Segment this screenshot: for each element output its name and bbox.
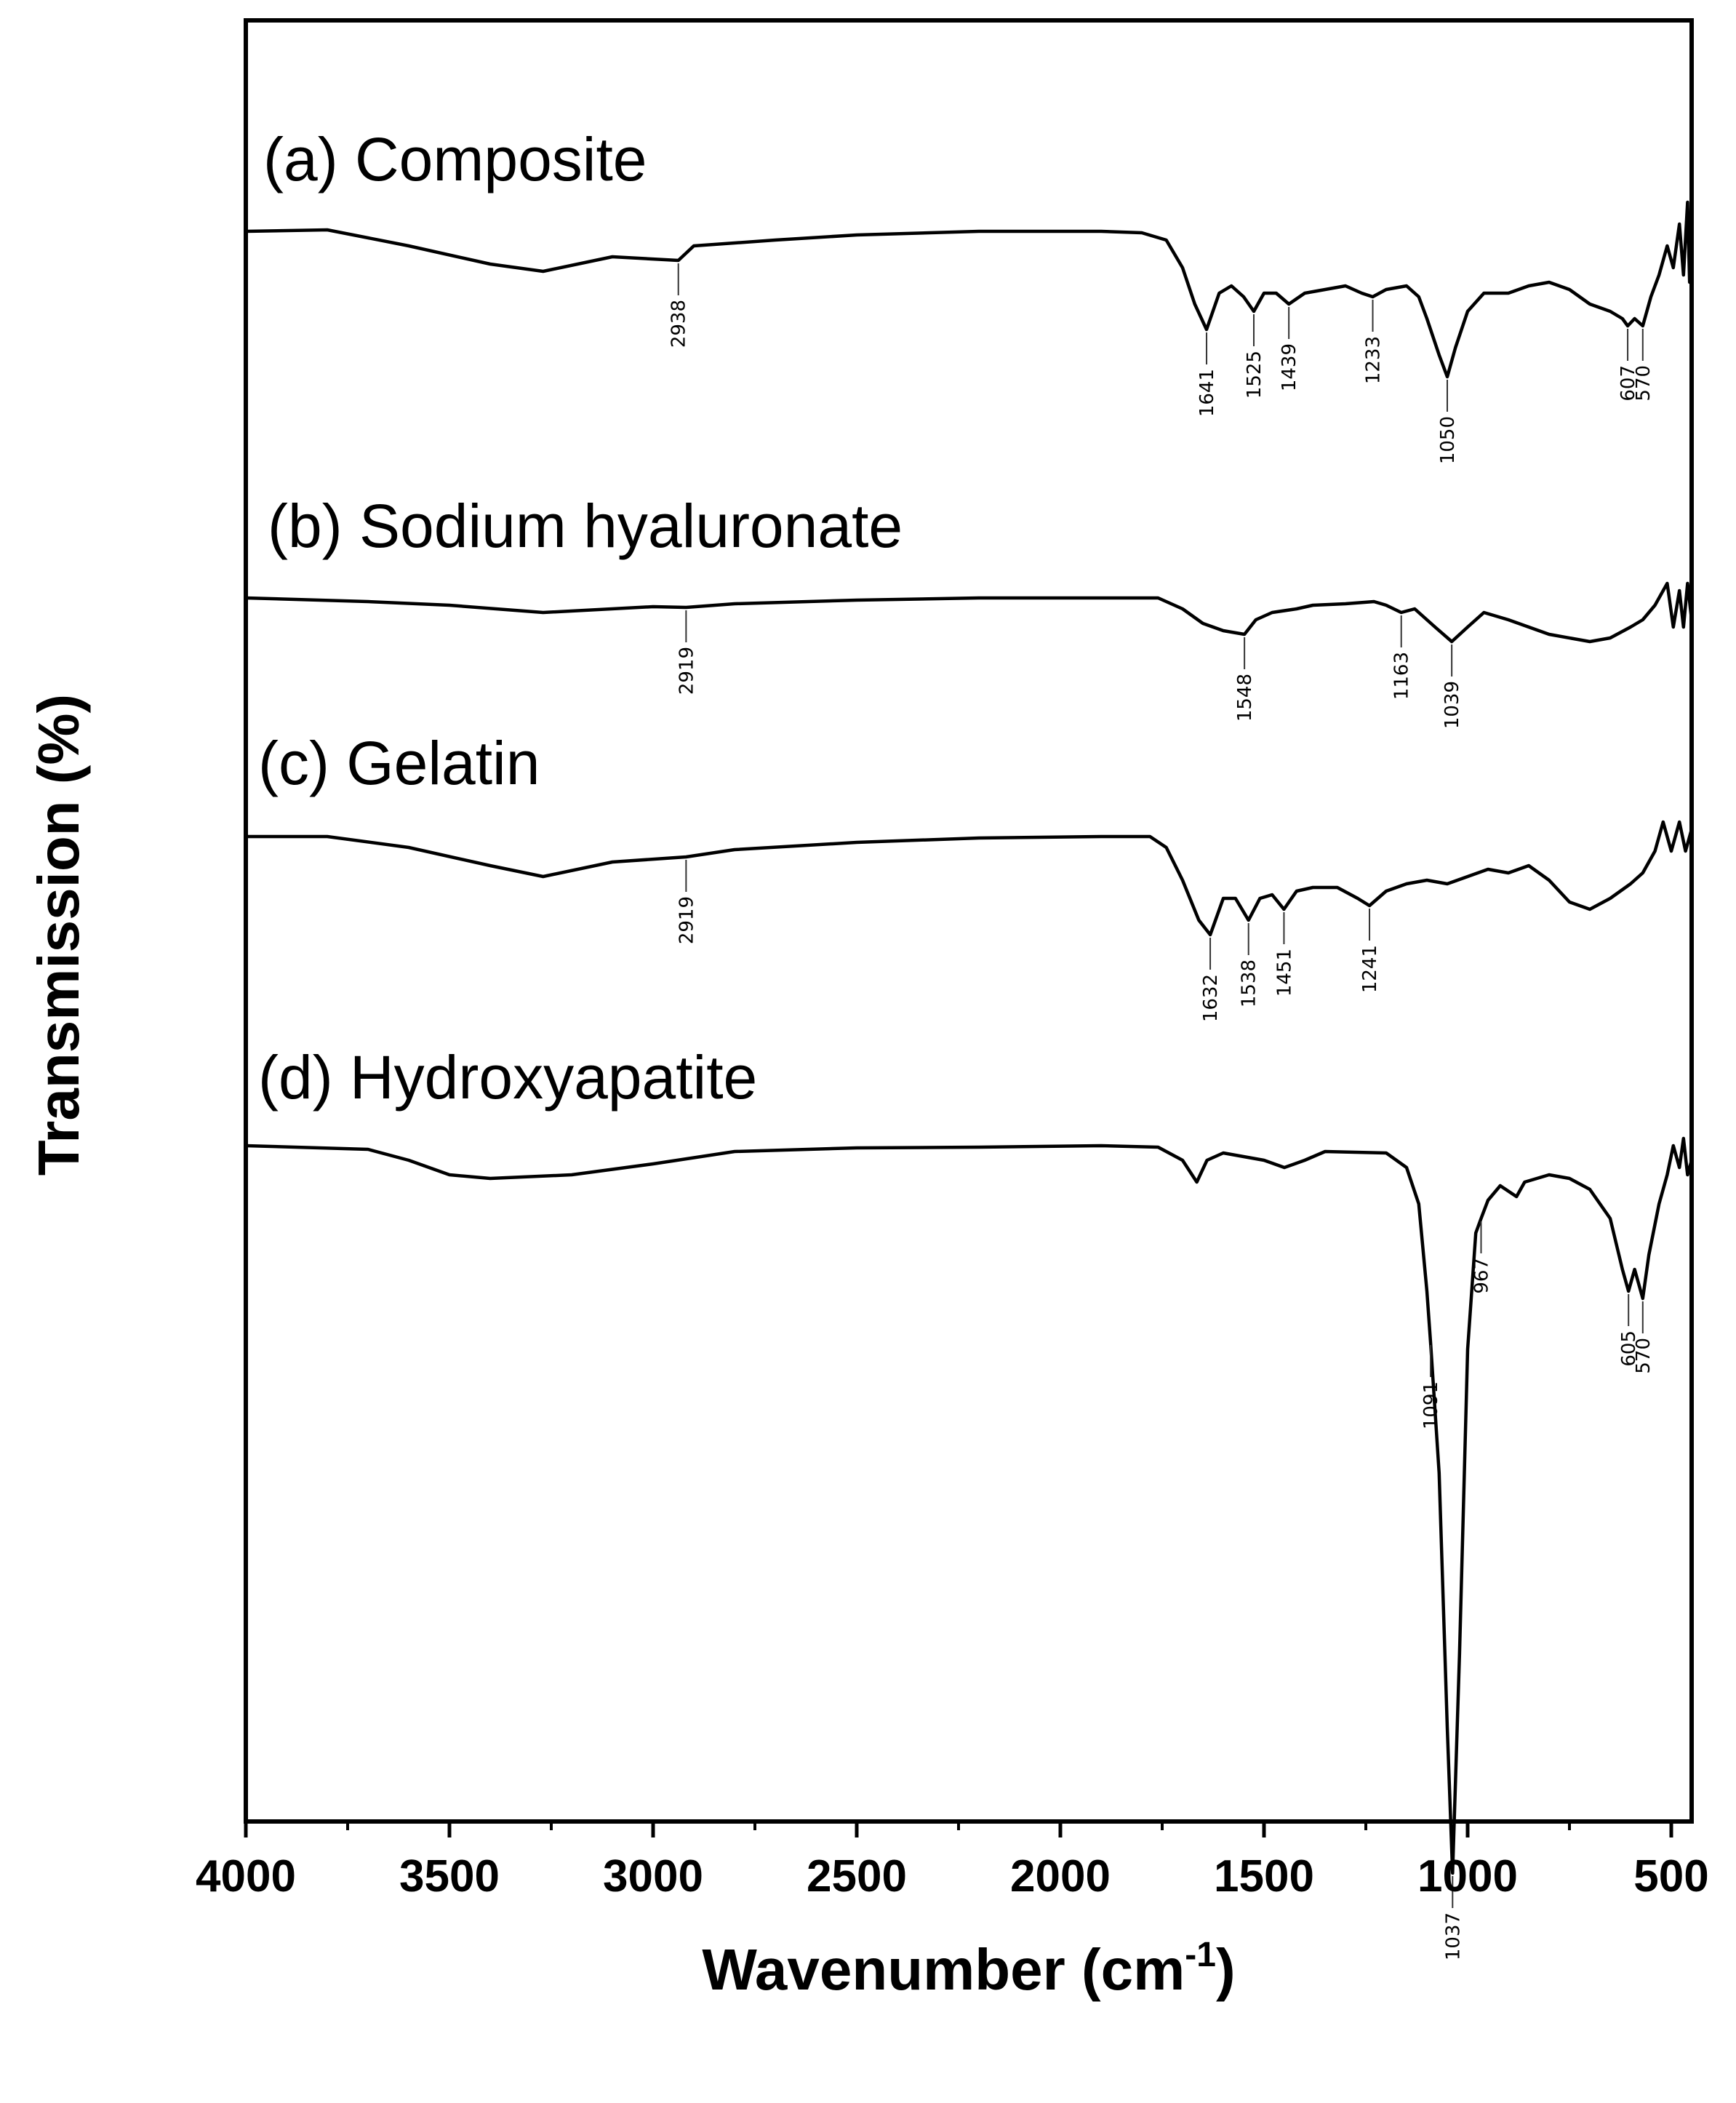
series-label-2: (b) Sodium hyaluronate (268, 492, 903, 560)
peak-label: 570 (1633, 1338, 1655, 1374)
peak-label: 1525 (1244, 351, 1265, 399)
peak-label: 570 (1633, 365, 1655, 402)
x-tick-label: 1500 (1214, 1851, 1314, 1902)
x-axis-title-main: Wavenumber (cm (702, 1937, 1185, 2002)
peak-label: 1091 (1420, 1381, 1442, 1429)
peak-label: 1538 (1239, 959, 1260, 1007)
series-trace-3 (246, 820, 1694, 937)
x-tick-label: 3000 (603, 1851, 703, 1902)
x-tick-label: 2000 (1010, 1851, 1111, 1902)
peak-label: 1163 (1391, 652, 1413, 700)
series-label-4: (d) Hydroxyapatite (258, 1043, 757, 1112)
x-axis: 4000 3500 3000 2500 2000 1500 1000 500 (196, 1821, 1709, 1902)
x-tick-label: 2500 (807, 1851, 907, 1902)
peak-label: 1439 (1279, 343, 1300, 391)
peak-label: 1632 (1200, 974, 1222, 1022)
peak-label: 1548 (1234, 674, 1256, 722)
peak-label: 1039 (1441, 681, 1463, 729)
x-tick-label: 1000 (1417, 1851, 1518, 1902)
series-label-1: (a) Composite (263, 125, 647, 193)
series-trace-2 (245, 581, 1694, 644)
y-axis-title: Transmission (%) (26, 694, 91, 1176)
x-tick-label: 3500 (399, 1851, 500, 1902)
x-tick-label: 500 (1633, 1851, 1708, 1902)
series-labels-layer: (a) Composite (b) Sodium hyaluronate (c) G… (258, 125, 903, 1112)
peak-label: 1233 (1363, 336, 1385, 384)
plot-frame (244, 18, 1694, 1824)
peak-label: 2938 (668, 300, 690, 348)
traces-layer (245, 200, 1694, 1875)
peak-label: 967 (1471, 1258, 1493, 1294)
peak-label: 1241 (1359, 945, 1381, 993)
peak-label: 1641 (1196, 369, 1218, 417)
peak-label: 607 (1617, 365, 1639, 402)
peak-label: 1050 (1437, 416, 1459, 464)
x-axis-title-end: ) (1216, 1937, 1236, 2002)
peak-label: 605 (1618, 1330, 1640, 1367)
peak-label: 2919 (676, 896, 697, 944)
x-axis-title-sup: -1 (1185, 1936, 1216, 1974)
series-trace-1 (245, 200, 1694, 379)
x-axis-title: Wavenumber (cm-1) (702, 1936, 1235, 2002)
peak-label: 2919 (676, 647, 697, 695)
series-label-3: (c) Gelatin (258, 729, 540, 797)
x-tick-label: 4000 (196, 1851, 296, 1902)
peak-label: 1037 (1442, 1912, 1464, 1960)
series-trace-4 (245, 1136, 1694, 1875)
peak-label: 1451 (1273, 949, 1295, 997)
